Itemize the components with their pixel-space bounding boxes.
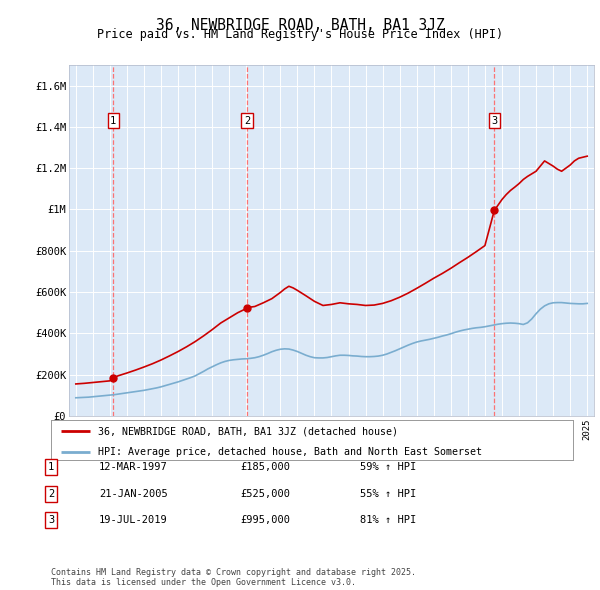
Text: £185,000: £185,000 [240, 463, 290, 472]
Text: 1: 1 [48, 463, 54, 472]
Text: 21-JAN-2005: 21-JAN-2005 [99, 489, 168, 499]
Text: 81% ↑ HPI: 81% ↑ HPI [360, 516, 416, 525]
Text: 36, NEWBRIDGE ROAD, BATH, BA1 3JZ (detached house): 36, NEWBRIDGE ROAD, BATH, BA1 3JZ (detac… [98, 427, 398, 437]
Text: Contains HM Land Registry data © Crown copyright and database right 2025.
This d: Contains HM Land Registry data © Crown c… [51, 568, 416, 587]
Text: 55% ↑ HPI: 55% ↑ HPI [360, 489, 416, 499]
Text: 12-MAR-1997: 12-MAR-1997 [99, 463, 168, 472]
Text: 2: 2 [244, 116, 250, 126]
Text: Price paid vs. HM Land Registry's House Price Index (HPI): Price paid vs. HM Land Registry's House … [97, 28, 503, 41]
Text: 59% ↑ HPI: 59% ↑ HPI [360, 463, 416, 472]
Text: HPI: Average price, detached house, Bath and North East Somerset: HPI: Average price, detached house, Bath… [98, 447, 482, 457]
Text: 36, NEWBRIDGE ROAD, BATH, BA1 3JZ: 36, NEWBRIDGE ROAD, BATH, BA1 3JZ [155, 18, 445, 32]
Text: £995,000: £995,000 [240, 516, 290, 525]
Text: 19-JUL-2019: 19-JUL-2019 [99, 516, 168, 525]
Text: 1: 1 [110, 116, 116, 126]
Text: 2: 2 [48, 489, 54, 499]
Text: 3: 3 [491, 116, 497, 126]
Text: £525,000: £525,000 [240, 489, 290, 499]
Text: 3: 3 [48, 516, 54, 525]
